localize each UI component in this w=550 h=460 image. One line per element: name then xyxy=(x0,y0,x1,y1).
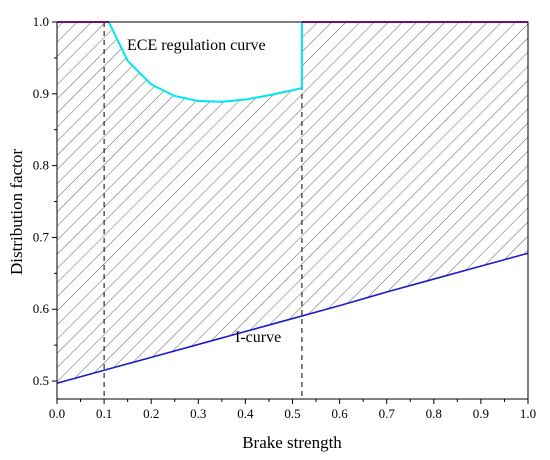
x-tick-label: 0.7 xyxy=(379,406,396,421)
x-tick-label: 0.6 xyxy=(331,406,348,421)
i-curve-line xyxy=(56,252,529,384)
x-tick-label: 0.1 xyxy=(96,406,112,421)
hatched-region xyxy=(57,22,528,384)
x-tick-label: 0.9 xyxy=(473,406,489,421)
annotation-ece-curve: ECE regulation curve xyxy=(127,37,266,54)
x-tick-label: 1.0 xyxy=(520,406,536,421)
x-tick-label: 0.2 xyxy=(143,406,159,421)
y-tick-label: 0.6 xyxy=(33,301,50,316)
plot-area xyxy=(56,21,529,399)
annotation-i-curve: I-curve xyxy=(235,329,281,346)
x-tick-label: 0.3 xyxy=(190,406,206,421)
y-tick-label: 0.8 xyxy=(33,158,49,173)
y-tick-label: 1.0 xyxy=(33,14,49,29)
axes: 0.0 0.1 0.2 0.3 0.4 0.5 0.6 0.7 0.8 0.9 1.0 0.5 0.6 0… xyxy=(33,14,536,421)
y-tick-label: 0.9 xyxy=(33,86,49,101)
x-tick-label: 0.0 xyxy=(49,406,65,421)
x-axis-title: Brake strength xyxy=(242,433,342,452)
x-tick-label: 0.5 xyxy=(284,406,300,421)
x-tick-label: 0.4 xyxy=(237,406,254,421)
ece-curve-line xyxy=(107,21,303,103)
y-tick-label: 0.5 xyxy=(33,373,49,388)
y-axis-title: Distribution factor xyxy=(7,149,26,275)
y-tick-label: 0.7 xyxy=(33,229,50,244)
x-tick-label: 0.8 xyxy=(426,406,442,421)
